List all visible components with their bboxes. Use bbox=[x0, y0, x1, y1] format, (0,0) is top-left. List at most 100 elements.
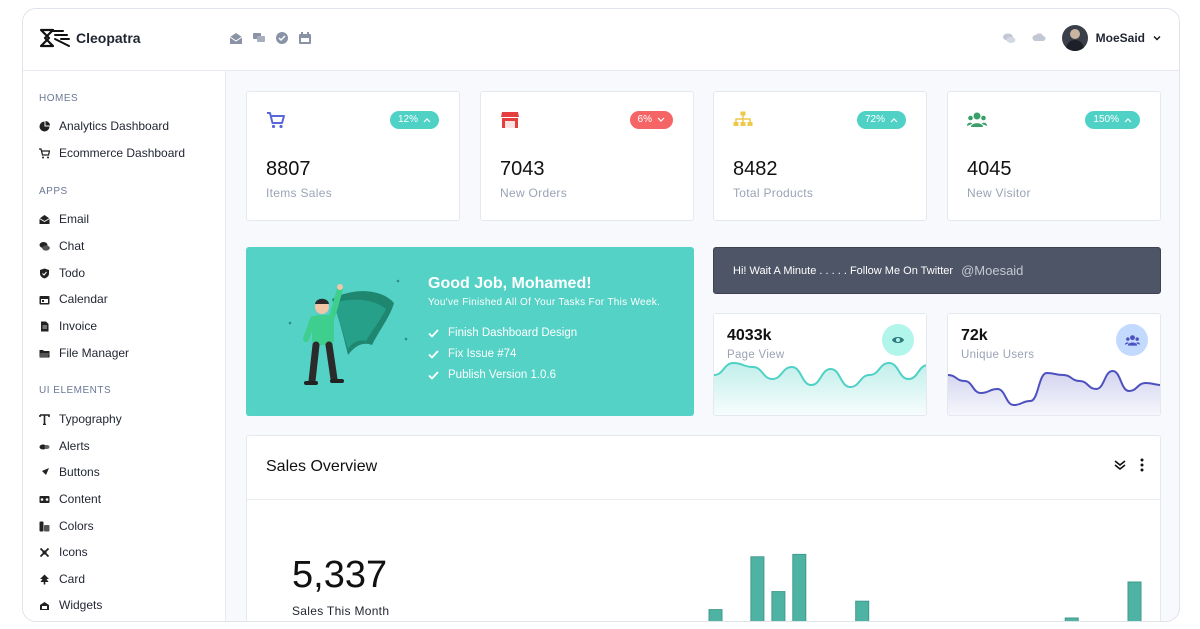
sidebar-item-label: Widgets bbox=[59, 598, 103, 612]
badge-value: 150% bbox=[1093, 114, 1119, 125]
file-icon bbox=[41, 321, 49, 331]
stat-value: 4045 bbox=[967, 158, 1012, 180]
tools-icon bbox=[39, 547, 50, 557]
congrats-subtitle: You've Finished All Of Your Tasks For Th… bbox=[428, 297, 661, 308]
mini-label: Unique Users bbox=[961, 349, 1035, 361]
sidebar-item-buttons[interactable]: Buttons bbox=[39, 465, 100, 479]
folder-icon bbox=[39, 349, 50, 357]
mini-value: 4033k bbox=[727, 327, 772, 344]
users-icon bbox=[967, 112, 987, 127]
mail-icon[interactable] bbox=[229, 31, 243, 45]
arrow-down-icon bbox=[657, 117, 665, 122]
congrats-title: Good Job, Mohamed! bbox=[428, 275, 592, 292]
congrats-card: Good Job, Mohamed! You've Finished All O… bbox=[246, 247, 694, 416]
app-window: Cleopatra MoeSaid HOMES Analytics Dashbo… bbox=[22, 8, 1180, 622]
header-user-area: MoeSaid bbox=[1002, 25, 1161, 51]
sidebar-item-calendar[interactable]: Calendar bbox=[39, 292, 108, 306]
cloud-icon[interactable] bbox=[1032, 31, 1046, 45]
unique-users-sparkline bbox=[948, 369, 1160, 415]
sales-bar[interactable] bbox=[771, 591, 786, 622]
sidebar-item-widgets[interactable]: Widgets bbox=[39, 598, 102, 612]
check-icon[interactable] bbox=[275, 31, 289, 45]
sidebar-item-content[interactable]: Content bbox=[39, 492, 101, 506]
card-actions bbox=[1114, 458, 1144, 472]
sidebar-item-chat[interactable]: Chat bbox=[39, 239, 84, 253]
chevron-down-icon[interactable] bbox=[1153, 34, 1161, 42]
sidebar-item-todo[interactable]: Todo bbox=[39, 266, 85, 280]
sidebar-section-ui-elements: UI ELEMENTS bbox=[39, 385, 112, 396]
task-label: Finish Dashboard Design bbox=[448, 327, 578, 339]
sidebar-item-label: Typography bbox=[59, 412, 122, 426]
arrow-up-icon bbox=[1124, 118, 1132, 123]
growth-badge: 72% bbox=[856, 111, 906, 129]
check-icon bbox=[428, 328, 439, 338]
more-options-icon[interactable] bbox=[1140, 458, 1144, 472]
header-quick-icons bbox=[229, 31, 312, 45]
badge-value: 12% bbox=[397, 114, 418, 125]
chat-icon[interactable] bbox=[252, 31, 266, 45]
envelope-icon bbox=[39, 214, 50, 224]
sidebar-item-label: Email bbox=[59, 212, 90, 226]
sales-overview-title: Sales Overview bbox=[266, 458, 378, 475]
sidebar-item-alerts[interactable]: Alerts bbox=[39, 439, 90, 453]
sidebar-item-label: Calendar bbox=[59, 292, 108, 306]
palette-icon bbox=[39, 521, 50, 531]
mini-value: 72k bbox=[961, 327, 988, 344]
sidebar-item-analytics-dashboard[interactable]: Analytics Dashboard bbox=[39, 119, 169, 133]
sales-bar[interactable] bbox=[708, 609, 723, 622]
arrow-up-icon bbox=[890, 118, 898, 123]
sidebar-item-label: Analytics Dashboard bbox=[59, 119, 170, 133]
sales-bar[interactable] bbox=[1064, 617, 1079, 622]
box-icon bbox=[39, 495, 50, 503]
sales-bar[interactable] bbox=[1127, 581, 1142, 622]
sidebar-item-invoice[interactable]: Invoice bbox=[39, 319, 97, 333]
sidebar-item-label: Colors bbox=[59, 519, 94, 533]
stat-label: Total Products bbox=[733, 186, 814, 200]
mini-label: Page View bbox=[727, 349, 785, 361]
stat-value: 8807 bbox=[266, 158, 311, 180]
cleopatra-logo-icon bbox=[39, 28, 70, 48]
sidebar: HOMES Analytics Dashboard Ecommerce Dash… bbox=[23, 71, 226, 621]
sidebar-section-homes: HOMES bbox=[39, 93, 79, 104]
stat-card-new-visitor: 150% 4045 New Visitor bbox=[947, 91, 1161, 221]
shield-check-icon bbox=[40, 268, 49, 278]
sidebar-item-ecommerce-dashboard[interactable]: Ecommerce Dashboard bbox=[39, 146, 185, 160]
sales-bar[interactable] bbox=[855, 600, 870, 622]
sidebar-item-email[interactable]: Email bbox=[39, 212, 89, 226]
comments-icon[interactable] bbox=[1002, 31, 1016, 45]
sales-this-month-value: 5,337 bbox=[292, 554, 388, 596]
sidebar-item-colors[interactable]: Colors bbox=[39, 519, 94, 533]
stat-label: New Visitor bbox=[967, 186, 1031, 200]
sidebar-item-label: File Manager bbox=[59, 346, 130, 360]
sales-this-month-label: Sales This Month bbox=[292, 604, 390, 618]
twitter-handle[interactable]: @Moesaid bbox=[961, 263, 1024, 278]
brand-logo[interactable]: Cleopatra bbox=[39, 27, 141, 49]
user-avatar[interactable] bbox=[1061, 25, 1088, 51]
collapse-icon[interactable] bbox=[1114, 459, 1126, 471]
sidebar-item-icons[interactable]: Icons bbox=[39, 545, 88, 559]
task-label: Fix Issue #74 bbox=[448, 348, 517, 360]
stat-value: 7043 bbox=[500, 158, 545, 180]
check-icon bbox=[428, 370, 439, 380]
twitter-text: Hi! Wait A Minute . . . . . Follow Me On… bbox=[733, 264, 954, 277]
top-header: Cleopatra MoeSaid bbox=[23, 9, 1179, 71]
tree-icon bbox=[40, 574, 49, 584]
calendar-icon[interactable] bbox=[298, 31, 312, 45]
sidebar-item-typography[interactable]: Typography bbox=[39, 412, 122, 426]
twitter-follow-banner[interactable]: Hi! Wait A Minute . . . . . Follow Me On… bbox=[713, 247, 1161, 294]
sidebar-item-file-manager[interactable]: File Manager bbox=[39, 346, 129, 360]
superhero-illustration bbox=[288, 279, 408, 385]
growth-badge: 6% bbox=[629, 111, 673, 129]
chat-bubble-icon bbox=[39, 241, 50, 251]
sales-bar[interactable] bbox=[792, 553, 807, 622]
sidebar-item-label: Card bbox=[59, 572, 86, 586]
page-view-sparkline bbox=[714, 361, 926, 415]
sales-bar[interactable] bbox=[750, 556, 765, 622]
sidebar-item-card[interactable]: Card bbox=[39, 572, 85, 586]
stat-card-total-products: 72% 8482 Total Products bbox=[713, 91, 927, 221]
text-icon bbox=[39, 413, 50, 425]
sidebar-item-label: Todo bbox=[59, 266, 86, 280]
calendar-icon bbox=[39, 295, 50, 304]
user-name[interactable]: MoeSaid bbox=[1095, 31, 1145, 45]
badge-value: 72% bbox=[864, 114, 885, 125]
